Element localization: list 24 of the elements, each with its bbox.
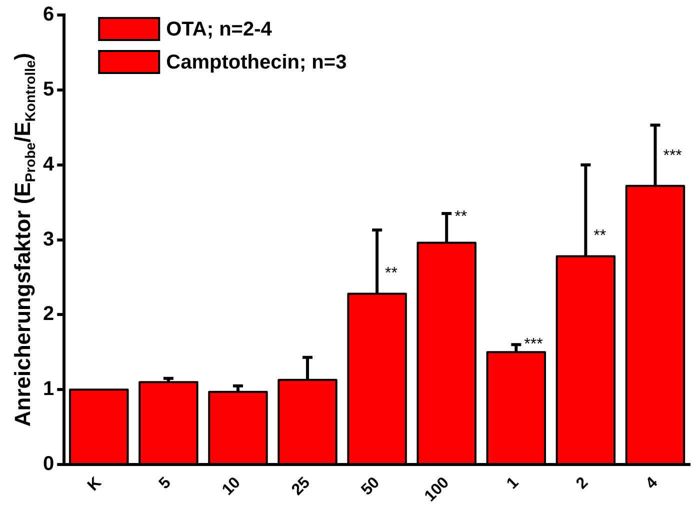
x-tick-label: 5 bbox=[156, 474, 174, 493]
x-tick-label: 1 bbox=[504, 474, 522, 493]
y-tick-label: 5 bbox=[43, 78, 54, 100]
x-tick-label: 2 bbox=[573, 474, 592, 493]
x-tick-label: 100 bbox=[422, 474, 453, 506]
y-axis-title: Anreicherungsfaktor (EProbe/EKontrolle) bbox=[10, 52, 38, 427]
annotation: *** bbox=[663, 147, 682, 164]
x-tick-label: 50 bbox=[358, 474, 384, 499]
y-tick-label: 3 bbox=[43, 228, 54, 250]
legend-label: OTA; n=2-4 bbox=[166, 18, 273, 41]
x-tick-label: 25 bbox=[288, 474, 314, 499]
x-tick-label: 4 bbox=[642, 474, 662, 493]
legend-label: Camptothecin; n=3 bbox=[166, 52, 347, 74]
annotation: *** bbox=[524, 336, 543, 354]
y-tick-label: 1 bbox=[43, 378, 54, 400]
annotation: ** bbox=[594, 227, 606, 244]
annotation: ** bbox=[454, 208, 468, 226]
y-tick-label: 2 bbox=[43, 303, 54, 326]
y-tick-label: 0 bbox=[43, 453, 54, 476]
y-tick-label: 4 bbox=[43, 153, 55, 176]
y-tick-label: 6 bbox=[43, 4, 54, 26]
x-tick-label: 10 bbox=[219, 474, 244, 499]
annotation: ** bbox=[385, 264, 398, 282]
x-tick-label: K bbox=[84, 474, 106, 494]
